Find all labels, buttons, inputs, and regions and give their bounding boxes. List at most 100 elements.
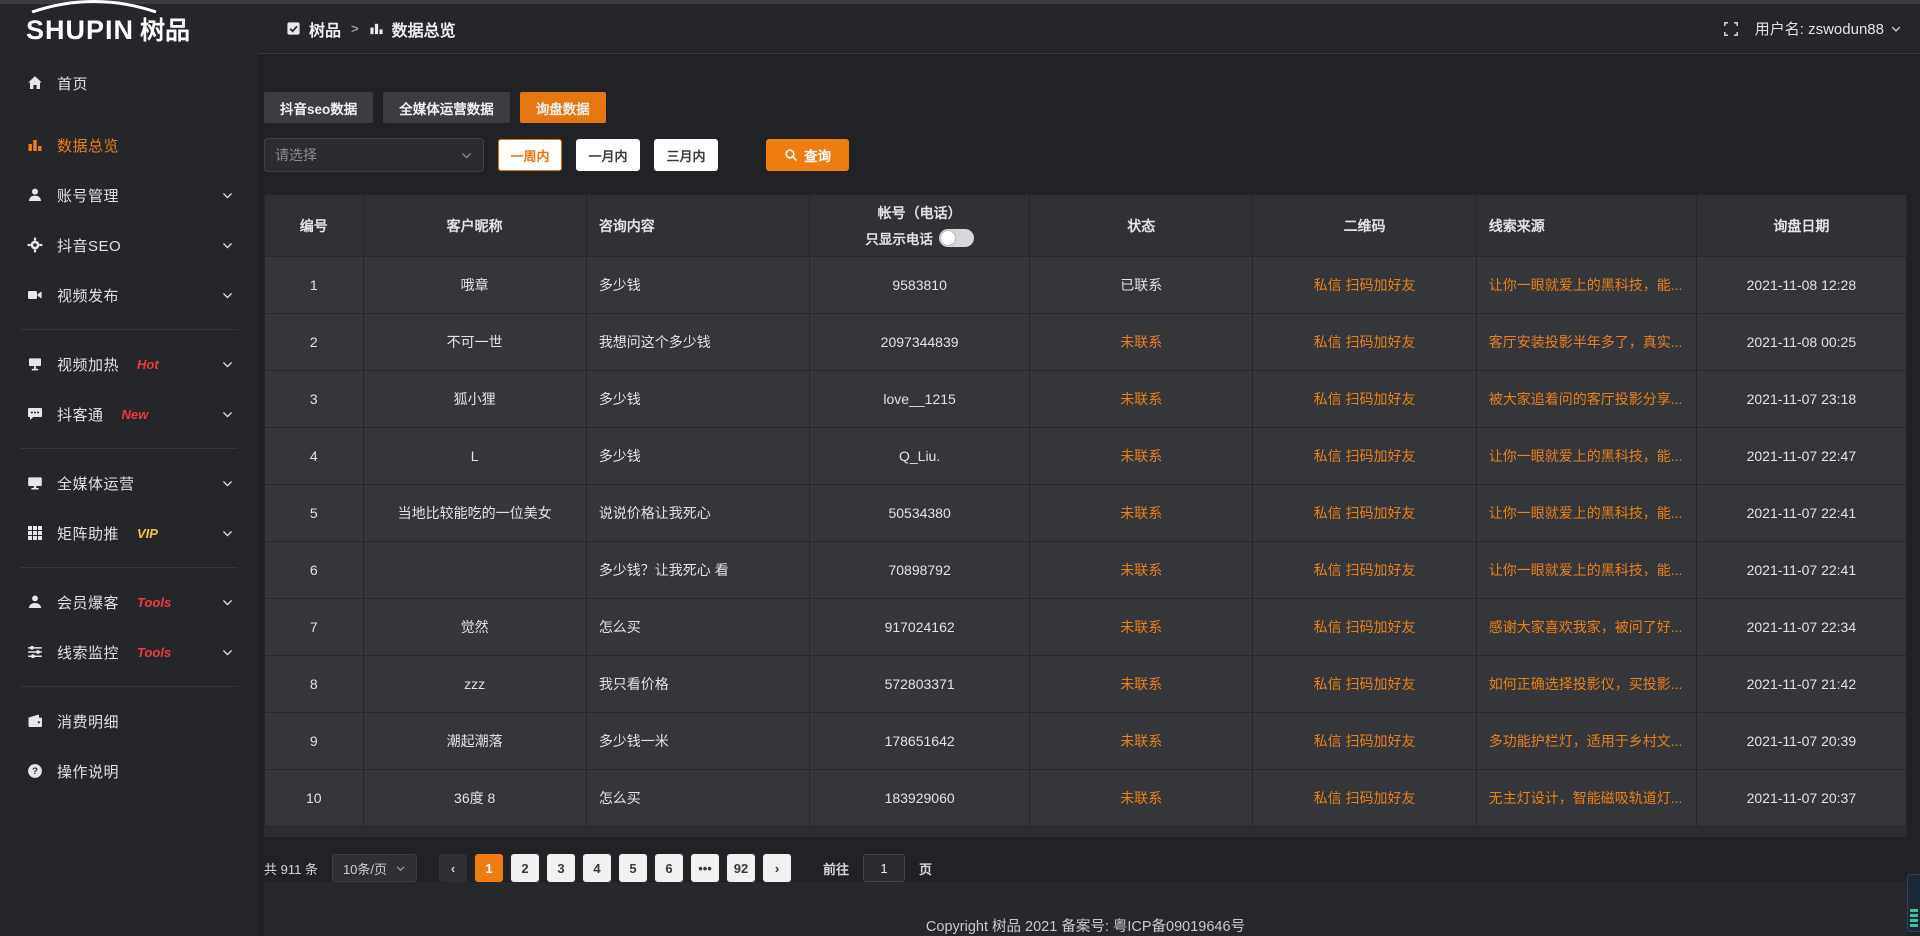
chevron-down-icon [395,863,406,874]
row-source-link[interactable]: 让你一眼就爱上的黑科技，能... [1475,484,1697,542]
page-button-92[interactable]: 92 [727,854,756,882]
table-row: 4 L 多少钱 Q_Liu. 未联系 私信 扫码加好友 让你一眼就爱上的黑科技，能... 20… [264,427,1908,485]
page-size-select[interactable]: 10条/页 [331,854,418,882]
next-page-button[interactable]: › [763,854,792,882]
row-nickname: L [362,427,587,485]
floating-widget[interactable] [1907,874,1920,932]
row-qr-link[interactable]: 私信 扫码加好友 [1252,541,1477,599]
jump-page-input[interactable] [863,854,906,882]
row-source-link[interactable]: 让你一眼就爱上的黑科技，能... [1475,256,1697,314]
row-no: 9 [264,712,364,770]
row-nickname: 潮起潮落 [362,712,587,770]
table-card: 编号 客户昵称 咨询内容 帐号（电话） 只显示电话 状态 二维码 线索来源 询盘日期 1 哦章 多少… [264,194,1908,837]
fullscreen-icon[interactable] [1723,21,1739,37]
jump-prefix-label: 前往 [823,861,850,877]
sidebar-item-9[interactable]: 矩阵助推 VIP [0,508,258,558]
sidebar-item-1[interactable]: 首页 [0,58,258,108]
phone-only-toggle[interactable] [938,229,974,247]
breadcrumb-app[interactable]: 树品 [309,22,342,40]
page-button-3[interactable]: 3 [547,854,576,882]
row-nickname [362,541,587,599]
chevron-down-icon [219,596,236,609]
logo-arc [28,0,160,18]
chevron-down-icon [219,477,236,490]
sidebar-item-5[interactable]: 视频发布 [0,270,258,320]
filter-select[interactable]: 请选择 [264,138,484,172]
page-button-5[interactable]: 5 [619,854,648,882]
row-source-link[interactable]: 无主灯设计，智能磁吸轨道灯... [1475,769,1697,827]
sidebar-item-badge: Tools [137,644,172,660]
range-button-1[interactable]: 一周内 [498,139,562,171]
row-date: 2021-11-07 22:47 [1695,427,1908,485]
sidebar-item-10[interactable]: 会员爆客 Tools [0,577,258,627]
query-button[interactable]: 查询 [766,139,849,171]
row-source-link[interactable]: 客厅安装投影半年多了，真实... [1475,313,1697,371]
sidebar-item-6[interactable]: 视频加热 Hot [0,339,258,389]
sidebar-item-2[interactable]: 数据总览 [0,120,258,170]
row-account: love__1215 [809,370,1031,428]
row-source-link[interactable]: 如何正确选择投影仪，买投影... [1475,655,1697,713]
row-account: 70898792 [809,541,1031,599]
row-no: 4 [264,427,364,485]
sidebar-item-7[interactable]: 抖客通 New [0,389,258,439]
sidebar-item-3[interactable]: 账号管理 [0,170,258,220]
row-content: 多少钱一米 [585,712,811,770]
table-body: 1 哦章 多少钱 9583810 已联系 私信 扫码加好友 让你一眼就爱上的黑科技，能...… [264,256,1908,827]
row-qr-link[interactable]: 私信 扫码加好友 [1252,598,1477,656]
row-qr-link[interactable]: 私信 扫码加好友 [1252,655,1477,713]
chat-icon [26,406,43,422]
sidebar-item-4[interactable]: 抖音SEO [0,220,258,270]
tab-3[interactable]: 询盘数据 [519,92,606,123]
range-button-3[interactable]: 三月内 [654,139,718,171]
username-label[interactable]: 用户名: zswodun88 [1754,21,1884,38]
sidebar-item-label: 视频发布 [57,287,120,305]
row-source-link[interactable]: 感谢大家喜欢我家，被问了好... [1475,598,1697,656]
page-button-6[interactable]: 6 [655,854,684,882]
row-nickname: 36度 8 [362,769,587,827]
page-size-value: 10条/页 [342,861,388,877]
page-button-2[interactable]: 2 [511,854,540,882]
row-qr-link[interactable]: 私信 扫码加好友 [1252,256,1477,314]
row-source-link[interactable]: 被大家追着问的客厅投影分享... [1475,370,1697,428]
chevron-down-icon[interactable] [1890,23,1902,35]
tab-1[interactable]: 抖音seo数据 [264,92,374,123]
total-count-label: 共 911 条 [264,861,318,877]
row-qr-link[interactable]: 私信 扫码加好友 [1252,370,1477,428]
column-header-5: 状态 [1029,194,1254,257]
row-qr-link[interactable]: 私信 扫码加好友 [1252,427,1477,485]
row-qr-link[interactable]: 私信 扫码加好友 [1252,769,1477,827]
logo-latin-text: SHUPIN [26,15,135,45]
row-qr-link[interactable]: 私信 扫码加好友 [1252,484,1477,542]
row-date: 2021-11-07 21:42 [1695,655,1908,713]
row-source-link[interactable]: 多功能护栏灯，适用于乡村文... [1475,712,1697,770]
range-button-2[interactable]: 一月内 [576,139,640,171]
table-row: 3 狐小狸 多少钱 love__1215 未联系 私信 扫码加好友 被大家追着问的客厅投影分… [264,370,1908,428]
sidebar-item-badge: New [121,406,149,422]
page-button-1[interactable]: 1 [475,854,504,882]
row-source-link[interactable]: 让你一眼就爱上的黑科技，能... [1475,427,1697,485]
sidebar-item-8[interactable]: 全媒体运营 [0,458,258,508]
row-qr-link[interactable]: 私信 扫码加好友 [1252,313,1477,371]
row-status: 未联系 [1029,541,1254,599]
filter-row: 请选择 一周内 一月内 三月内 查询 [264,138,1907,172]
svg-text:?: ? [32,766,38,777]
sidebar-item-13[interactable]: ? 操作说明 [0,746,258,796]
page-more-button[interactable]: ••• [691,854,720,882]
row-qr-link[interactable]: 私信 扫码加好友 [1252,712,1477,770]
page-button-4[interactable]: 4 [583,854,612,882]
sidebar-item-11[interactable]: 线索监控 Tools [0,627,258,677]
row-content: 怎么买 [585,598,811,656]
column-header-8: 询盘日期 [1695,194,1908,257]
row-status: 未联系 [1029,655,1254,713]
chevron-down-icon [460,149,473,162]
chart-icon [26,137,43,153]
tab-2[interactable]: 全媒体运营数据 [383,92,510,123]
sidebar: 首页数据总览 账号管理 抖音SEO 视频发布视频加热 Hot 抖客通 New 全媒体运营 矩阵助… [0,54,258,936]
user-icon [26,187,43,203]
prev-page-button[interactable]: ‹ [439,854,468,882]
row-source-link[interactable]: 让你一眼就爱上的黑科技，能... [1475,541,1697,599]
sidebar-item-12[interactable]: 消费明细 [0,696,258,746]
sidebar-divider [20,448,238,449]
monitor-icon [26,475,43,491]
